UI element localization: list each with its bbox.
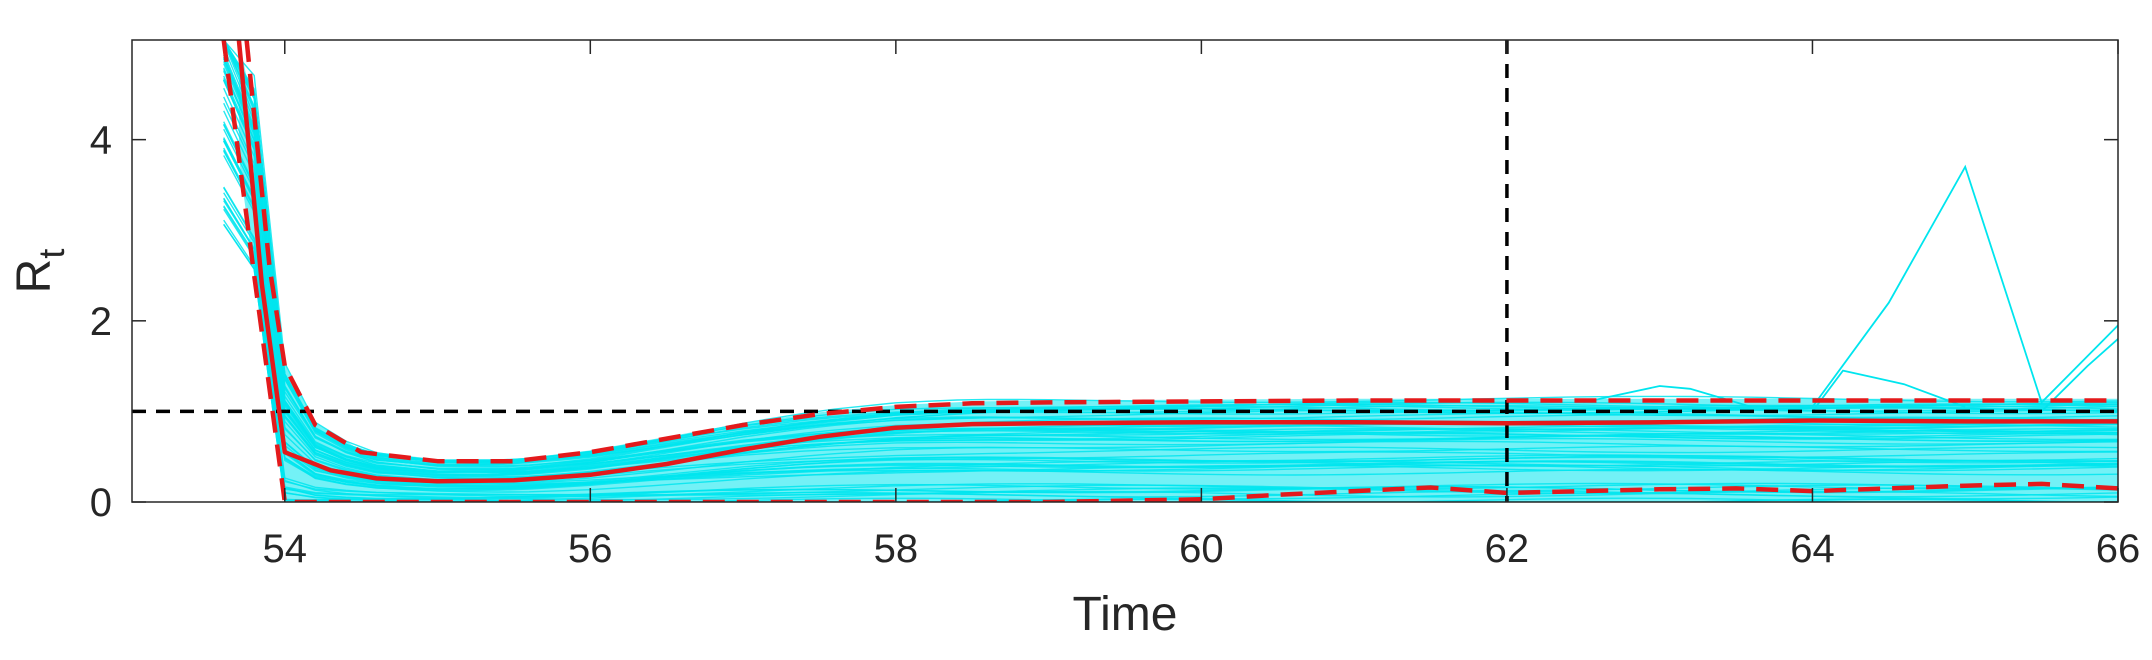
x-axis-title: Time (1073, 588, 1178, 641)
ensemble-line (223, 46, 2118, 474)
y-tick-label: 0 (90, 481, 112, 525)
x-tick-label: 60 (1179, 527, 1224, 571)
ensemble-line (223, 206, 2118, 502)
ensemble-line (223, 75, 2118, 478)
ensemble-line (223, 63, 2118, 477)
x-tick-label: 54 (263, 527, 308, 571)
summary-series (221, 40, 2118, 502)
ensemble-outlier-line (1811, 164, 2118, 408)
ensemble-line (223, 147, 2118, 492)
ensemble-line (223, 54, 2118, 474)
x-tick-label: 62 (1485, 527, 1530, 571)
ensemble-outlier-line (1811, 369, 1966, 412)
upper-bound-line (244, 40, 2118, 464)
ensemble-trajectories (223, 40, 2118, 502)
y-tick-label: 4 (90, 119, 112, 163)
ensemble-outlier-line (2040, 338, 2118, 413)
y-axis-title: Rt (8, 249, 72, 294)
ensemble-line (223, 40, 2118, 468)
ensemble-line (223, 40, 2118, 462)
x-tick-label: 58 (874, 527, 919, 571)
y-axis-title-base: R (8, 259, 61, 294)
ensemble-line (223, 219, 2118, 502)
ensemble-line (223, 138, 2118, 485)
x-tick-label: 66 (2096, 527, 2141, 571)
median-line (236, 40, 2118, 484)
x-tick-label: 64 (1790, 527, 1835, 571)
ensemble-line (223, 56, 2118, 470)
ensemble-outlier-line (1583, 385, 1752, 408)
y-tick-label: 2 (90, 300, 112, 344)
ensemble-band (238, 40, 2118, 502)
plot-frame (131, 39, 2119, 503)
axis-ticks: 54 56 58 60 62 64 66 0 2 4 (90, 40, 2141, 571)
lower-bound-line (221, 40, 2118, 502)
ensemble-line (223, 192, 2118, 496)
ensemble-line (223, 40, 2118, 470)
x-tick-label: 56 (568, 527, 613, 571)
ensemble-line (223, 40, 2118, 461)
svg-text:Rt: Rt (8, 249, 72, 294)
y-axis-title-subscript: t (31, 249, 72, 259)
ensemble-line (223, 155, 2118, 493)
